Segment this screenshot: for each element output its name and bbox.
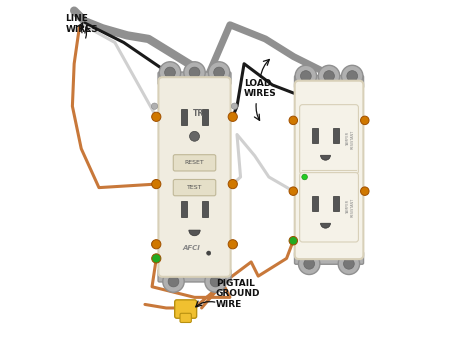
- Wedge shape: [189, 230, 200, 236]
- FancyBboxPatch shape: [158, 77, 231, 277]
- Circle shape: [184, 62, 205, 83]
- Text: TAMPER
RESISTANT: TAMPER RESISTANT: [346, 198, 355, 217]
- Circle shape: [289, 116, 298, 125]
- Bar: [333, 196, 339, 211]
- Circle shape: [344, 258, 354, 269]
- Bar: [312, 196, 318, 211]
- FancyBboxPatch shape: [175, 300, 197, 318]
- FancyBboxPatch shape: [300, 105, 358, 174]
- Circle shape: [159, 62, 181, 83]
- Circle shape: [163, 271, 184, 292]
- Wedge shape: [320, 223, 330, 228]
- Circle shape: [361, 187, 369, 195]
- Wedge shape: [320, 155, 330, 160]
- Circle shape: [164, 67, 175, 78]
- Circle shape: [152, 112, 161, 121]
- Text: TAMPER
RESISTANT: TAMPER RESISTANT: [346, 130, 355, 149]
- Circle shape: [189, 67, 200, 78]
- Circle shape: [152, 254, 161, 263]
- Circle shape: [231, 241, 237, 247]
- FancyBboxPatch shape: [158, 269, 231, 282]
- Text: TR: TR: [192, 109, 204, 118]
- Text: AFCI: AFCI: [182, 245, 200, 251]
- FancyBboxPatch shape: [294, 252, 364, 264]
- Text: LOAD
WIRES: LOAD WIRES: [244, 79, 277, 98]
- Circle shape: [152, 240, 161, 249]
- Circle shape: [301, 71, 311, 81]
- Circle shape: [209, 62, 230, 83]
- Circle shape: [341, 65, 363, 87]
- Bar: [202, 201, 209, 217]
- FancyBboxPatch shape: [300, 173, 358, 242]
- Circle shape: [151, 103, 158, 109]
- Circle shape: [319, 65, 340, 87]
- Circle shape: [228, 240, 237, 249]
- Circle shape: [347, 71, 357, 81]
- Bar: [181, 109, 187, 125]
- Text: LINE
WIRES: LINE WIRES: [65, 14, 98, 34]
- Circle shape: [190, 131, 200, 141]
- Circle shape: [324, 71, 334, 81]
- Bar: [333, 129, 339, 143]
- Circle shape: [152, 179, 161, 189]
- Circle shape: [168, 276, 179, 287]
- Circle shape: [338, 253, 360, 275]
- Text: TEST: TEST: [187, 185, 202, 190]
- Text: PIGTAIL
GROUND
WIRE: PIGTAIL GROUND WIRE: [216, 279, 260, 309]
- Circle shape: [289, 187, 298, 195]
- FancyBboxPatch shape: [173, 179, 216, 196]
- Circle shape: [205, 271, 226, 292]
- Bar: [181, 201, 187, 217]
- Circle shape: [299, 253, 320, 275]
- Circle shape: [231, 103, 237, 109]
- FancyBboxPatch shape: [294, 76, 364, 88]
- Circle shape: [207, 251, 211, 255]
- FancyBboxPatch shape: [180, 313, 191, 322]
- Circle shape: [228, 179, 237, 189]
- FancyBboxPatch shape: [295, 81, 364, 259]
- Circle shape: [228, 112, 237, 121]
- Circle shape: [302, 174, 308, 180]
- FancyBboxPatch shape: [158, 72, 231, 85]
- Bar: [202, 109, 209, 125]
- Circle shape: [361, 116, 369, 125]
- Circle shape: [210, 276, 221, 287]
- Bar: [312, 129, 318, 143]
- FancyBboxPatch shape: [173, 155, 216, 171]
- Circle shape: [289, 236, 298, 245]
- Text: RESET: RESET: [185, 160, 204, 165]
- Circle shape: [151, 241, 158, 247]
- Circle shape: [304, 258, 315, 269]
- Circle shape: [214, 67, 224, 78]
- Circle shape: [295, 65, 317, 87]
